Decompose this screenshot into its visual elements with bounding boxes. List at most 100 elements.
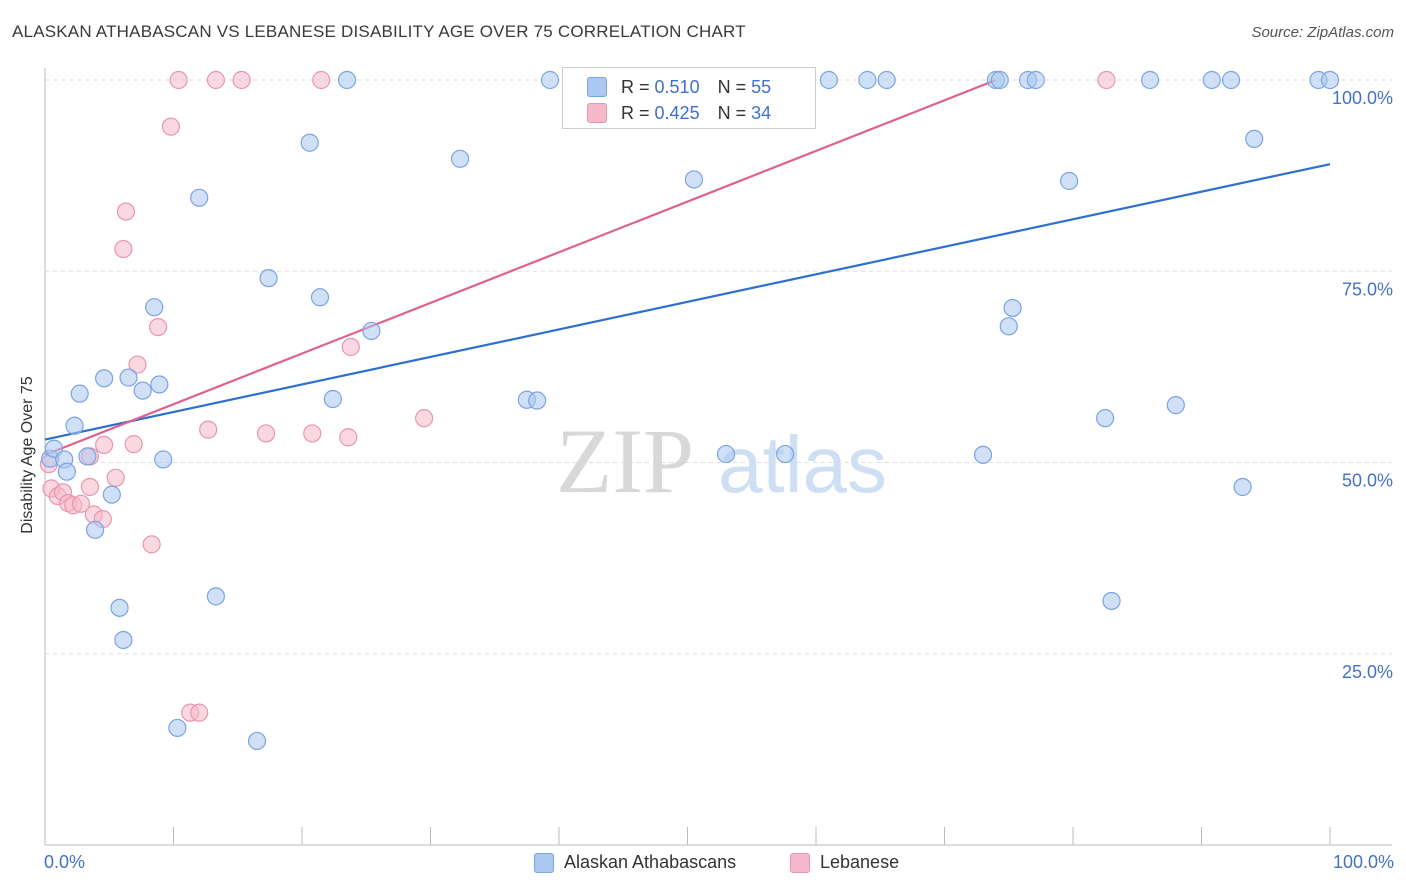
y-tick-label: 50.0% [1342, 471, 1393, 491]
legend-swatch-blue [587, 77, 607, 97]
trend-lines [44, 78, 1331, 456]
point-athabascan [310, 288, 330, 307]
point-athabascan [114, 630, 133, 650]
point-athabascan [528, 391, 547, 410]
point-athabascan [1026, 70, 1045, 90]
point-athabascan [247, 731, 267, 751]
y-tick-label: 100.0% [1332, 88, 1393, 108]
y-tick-labels: 25.0% 50.0% 75.0% 100.0% [1332, 88, 1393, 682]
point-athabascan [70, 384, 89, 403]
trend-line-lebanese [44, 78, 997, 456]
point-lebanese [190, 703, 209, 722]
point-lebanese [148, 317, 168, 337]
legend-row-athabascan: R = 0.510 N = 55 [587, 76, 771, 98]
point-athabascan [1233, 477, 1252, 497]
legend-r-label: R = [621, 102, 650, 123]
trend-line-athabascan [44, 163, 1331, 441]
point-lebanese [303, 424, 322, 443]
point-lebanese [312, 70, 331, 90]
point-lebanese [206, 70, 226, 90]
legend-r-value: 0.510 [654, 76, 700, 97]
point-athabascan [1221, 70, 1241, 90]
point-athabascan [150, 375, 169, 394]
point-athabascan [973, 445, 993, 464]
point-athabascan [145, 298, 164, 317]
point-athabascan [110, 598, 129, 617]
point-lebanese [80, 477, 100, 497]
watermark-atlas: atlas [718, 420, 887, 509]
point-athabascan [1060, 171, 1079, 191]
point-athabascan [95, 369, 114, 388]
point-athabascan [78, 447, 97, 466]
legend-series-label: Lebanese [820, 852, 900, 872]
point-athabascan [858, 70, 877, 90]
point-athabascan [450, 149, 470, 168]
point-lebanese [142, 535, 161, 554]
point-athabascan [990, 70, 1009, 90]
legend-n-value: 34 [751, 102, 772, 123]
bottom-legend-lebanese: Lebanese [790, 852, 899, 873]
source-credit: Source: ZipAtlas.com [1251, 24, 1394, 41]
point-lebanese [339, 428, 358, 447]
point-lebanese [71, 494, 91, 513]
bottom-legend-athabascan: Alaskan Athabascans [534, 852, 736, 873]
point-lebanese [199, 420, 218, 439]
point-lebanese [106, 468, 125, 487]
point-athabascan [362, 321, 381, 341]
legend-r-value: 0.425 [654, 102, 700, 123]
point-lebanese [256, 424, 276, 443]
point-athabascan [133, 381, 152, 400]
legend-r-label: R = [621, 76, 650, 97]
point-athabascan [819, 70, 838, 90]
point-athabascan [1166, 396, 1185, 415]
point-athabascan [168, 718, 187, 738]
point-lebanese [95, 435, 114, 455]
x-tick-label-max: 100.0% [1332, 852, 1394, 872]
point-lebanese [1097, 70, 1116, 90]
point-athabascan [877, 70, 896, 90]
point-athabascan [1102, 591, 1121, 611]
y-tick-label: 25.0% [1342, 662, 1393, 682]
chart-title: ALASKAN ATHABASCAN VS LEBANESE DISABILIT… [12, 22, 746, 41]
point-athabascan [337, 70, 357, 90]
point-athabascan [999, 317, 1018, 336]
point-athabascan [119, 368, 138, 387]
point-lebanese [114, 239, 133, 259]
point-athabascan [1140, 70, 1160, 90]
legend-n-label: N = [717, 102, 747, 123]
point-athabascan [190, 188, 209, 207]
point-athabascan [1320, 70, 1340, 90]
stats-legend: R = 0.510 N = 55 R = 0.425 N = 34 [562, 67, 816, 129]
point-lebanese [341, 337, 360, 357]
point-athabascan [102, 485, 121, 504]
y-tick-label: 75.0% [1342, 279, 1393, 299]
legend-n-label: N = [717, 76, 747, 97]
point-athabascan [206, 587, 226, 606]
point-lebanese [232, 70, 251, 90]
point-lebanese [414, 409, 434, 428]
point-athabascan [716, 444, 736, 464]
grid-lines [45, 79, 1392, 655]
point-athabascan [300, 133, 319, 152]
legend-swatch-pink [790, 852, 810, 873]
legend-swatch-blue [534, 852, 554, 873]
point-athabascan [259, 269, 278, 288]
point-athabascan [540, 70, 560, 90]
legend-n-value: 55 [751, 76, 772, 97]
point-athabascan [1096, 409, 1115, 428]
point-athabascan [154, 450, 173, 469]
point-athabascan [1003, 298, 1022, 318]
point-athabascan [57, 462, 76, 481]
point-athabascan [1202, 70, 1221, 90]
point-athabascan [323, 389, 342, 409]
legend-series-label: Alaskan Athabascans [564, 852, 737, 872]
legend-swatch-pink [587, 103, 607, 123]
point-athabascan [684, 170, 704, 189]
watermark-zip: ZIP [556, 410, 694, 512]
x-tick-label-min: 0.0% [44, 852, 86, 872]
point-lebanese [128, 355, 147, 374]
point-athabascan [776, 444, 795, 464]
point-athabascan [1245, 129, 1264, 149]
point-lebanese [161, 117, 181, 136]
